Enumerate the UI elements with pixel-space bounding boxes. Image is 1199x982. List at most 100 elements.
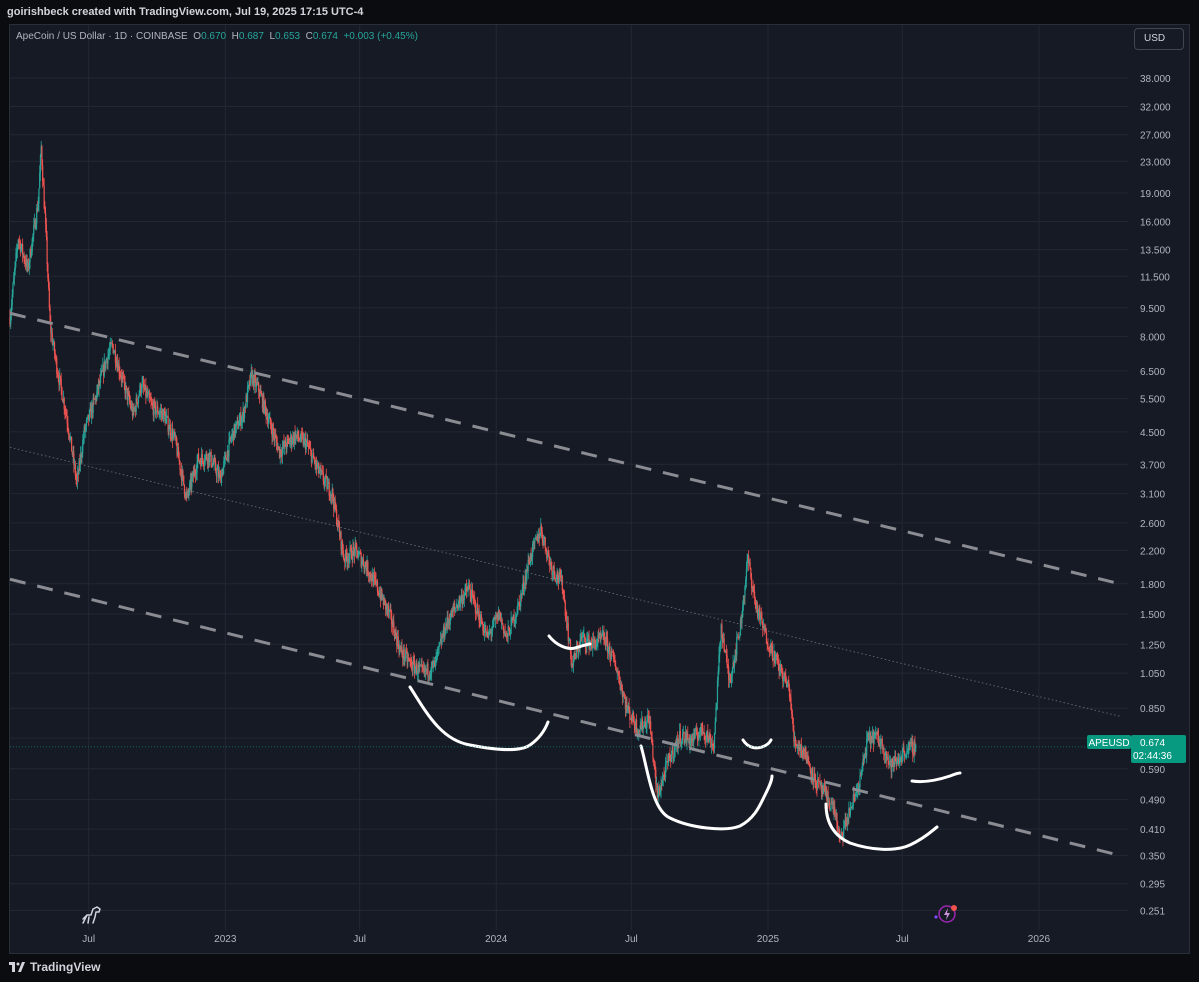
candle-body <box>691 737 693 743</box>
candle-body <box>650 733 653 738</box>
candle-body <box>353 546 355 550</box>
candle-body <box>649 721 651 725</box>
candle-body <box>99 374 102 383</box>
candle-body <box>658 787 661 795</box>
candle-body <box>151 401 153 404</box>
candle-body <box>907 745 909 752</box>
candle-body <box>629 710 631 720</box>
candle-body <box>785 681 788 688</box>
candle-body <box>412 659 414 671</box>
candle-body <box>670 754 673 763</box>
candle-body <box>824 789 826 792</box>
candle-body <box>115 362 117 365</box>
price-tick-label: 2.200 <box>1140 547 1165 558</box>
candle-body <box>800 744 802 750</box>
candle-body <box>658 787 660 794</box>
candle-body <box>724 651 726 653</box>
candle-body <box>42 181 45 186</box>
time-tick-label: 2023 <box>214 934 237 945</box>
candle-body <box>803 752 805 754</box>
candle-body <box>211 465 213 467</box>
candle-body <box>822 789 824 794</box>
candle-body <box>108 353 110 356</box>
candle-body <box>713 746 715 749</box>
candle-body <box>503 631 506 634</box>
candle-body <box>125 385 128 389</box>
candle-body <box>465 587 467 589</box>
candle-body <box>485 631 488 636</box>
candle-body <box>318 472 321 474</box>
candle-body <box>775 655 777 657</box>
candle-body <box>264 401 266 413</box>
candle-body <box>834 807 836 815</box>
candle-body <box>876 732 878 734</box>
candle-body <box>220 472 223 484</box>
candle-body <box>676 737 678 744</box>
candle-body <box>324 479 326 484</box>
candle-body <box>471 589 473 601</box>
candle-body <box>194 473 197 475</box>
candle-body <box>736 637 738 656</box>
candle-body <box>442 626 445 638</box>
candle-body <box>711 743 713 745</box>
candle-body <box>733 658 736 667</box>
candle-body <box>423 666 425 671</box>
candle-body <box>503 626 505 634</box>
candle-body <box>413 661 416 673</box>
candle-body <box>199 460 201 462</box>
candle-body <box>733 662 735 667</box>
candle-body <box>38 188 40 204</box>
candle-body <box>110 343 112 345</box>
candle-body <box>233 424 235 441</box>
candle-body <box>184 494 186 498</box>
candle-body <box>506 633 508 635</box>
candle-body <box>871 736 873 740</box>
candle-body <box>168 429 170 432</box>
candle-body <box>520 594 522 607</box>
candle-body <box>413 659 415 662</box>
candle-body <box>572 659 575 667</box>
price-tick-label: 1.050 <box>1140 669 1165 680</box>
candle-body <box>621 688 624 698</box>
candle-body <box>206 453 208 460</box>
candle-body <box>163 409 165 421</box>
candle-body <box>307 445 310 448</box>
time-tick-label: Jul <box>896 934 909 945</box>
candle-body <box>603 632 605 640</box>
candle-body <box>177 447 179 456</box>
candle-body <box>739 619 742 636</box>
candle-body <box>114 350 116 353</box>
candle-body <box>166 416 168 418</box>
candle-body <box>118 363 120 374</box>
candle-body <box>546 552 549 559</box>
candle-body <box>779 664 782 671</box>
candle-body <box>388 606 390 613</box>
candle-body <box>831 801 834 805</box>
candle-body <box>730 675 733 682</box>
candle-body <box>85 426 87 431</box>
candle-body <box>470 595 472 601</box>
candle-body <box>459 597 461 604</box>
candle-body <box>171 428 174 440</box>
candle-body <box>779 670 781 672</box>
channel-lower-line <box>9 577 1121 857</box>
candle-body <box>852 794 854 806</box>
chart-pane[interactable] <box>9 24 1190 954</box>
candle-body <box>394 630 396 639</box>
candle-body <box>284 440 287 447</box>
candle-body <box>786 683 788 688</box>
candle-body <box>138 393 140 397</box>
annotation-curve-2 <box>547 634 592 650</box>
candle-body <box>519 602 521 607</box>
candle-body <box>391 624 393 627</box>
candle-body <box>272 427 274 438</box>
candle-body <box>290 435 292 445</box>
candle-body <box>472 593 474 598</box>
candle-body <box>88 410 91 421</box>
candle-body <box>278 446 280 448</box>
currency-button[interactable]: USD <box>1134 28 1184 50</box>
candle-body <box>335 508 337 510</box>
candle-body <box>685 732 687 744</box>
candle-body <box>386 604 388 611</box>
